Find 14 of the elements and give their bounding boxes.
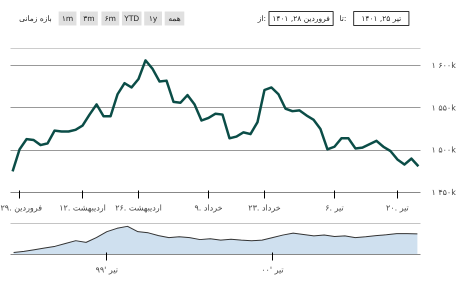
line-series [11, 59, 420, 173]
x-tick-label: تیر '۰۰ [261, 266, 284, 274]
x-tick-label: ۹. خرداد [194, 204, 223, 212]
x-tick-label: ۲۶. اردیبهشت [115, 204, 162, 212]
y-tick-label: ۱ ۵۵۰k [432, 103, 456, 112]
x-tick-label: ۱۲. اردیبهشت [59, 204, 106, 212]
x-tick-label: تیر '۹۹ [96, 266, 118, 274]
x-tick-label: ۲۰. تیر [386, 204, 409, 212]
x-tick-label: ۲۳. خرداد [248, 204, 281, 212]
y-tick-label: ۱ ۴۵۰k [432, 188, 456, 197]
x-tick-label: ۲۹. فروردین [0, 204, 42, 212]
y-tick-label: ۱ ۵۰۰k [432, 146, 456, 155]
x-tick-label: ۶. تیر [325, 204, 344, 212]
y-tick-label: ۱ ۶۰۰k [432, 60, 456, 70]
